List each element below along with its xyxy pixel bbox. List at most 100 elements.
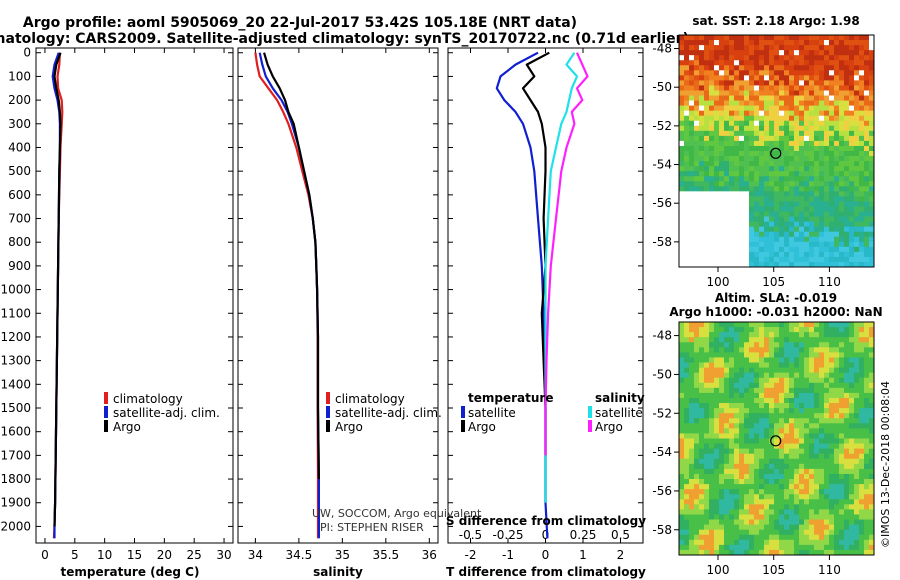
map-cell bbox=[684, 443, 690, 450]
map-cell bbox=[869, 392, 874, 399]
map-cell bbox=[679, 367, 685, 374]
map-cell bbox=[764, 55, 770, 61]
pressure-tick-label: 1700 bbox=[0, 448, 31, 462]
map-cell bbox=[729, 387, 735, 394]
map-cell bbox=[769, 549, 775, 555]
map-cell bbox=[734, 428, 740, 434]
map-cell bbox=[759, 196, 765, 202]
map-cell bbox=[849, 110, 855, 117]
map-cell bbox=[744, 468, 750, 475]
map-cell bbox=[849, 196, 855, 202]
map-cell bbox=[764, 105, 770, 112]
map-cell bbox=[729, 539, 735, 546]
map-cell bbox=[834, 206, 840, 212]
map-cell bbox=[824, 221, 830, 228]
map-cell bbox=[704, 45, 710, 51]
map-cell bbox=[799, 45, 805, 51]
map-cell bbox=[749, 221, 755, 228]
map-cell bbox=[839, 236, 845, 243]
map-y-tick-label: -48 bbox=[652, 42, 672, 56]
map-cell bbox=[769, 120, 775, 127]
map-cell bbox=[794, 75, 800, 81]
map-cell bbox=[829, 115, 835, 122]
map-cell bbox=[774, 125, 780, 132]
map-cell bbox=[684, 110, 690, 117]
map-cell bbox=[769, 35, 775, 41]
map-cell bbox=[814, 453, 820, 460]
map-cell bbox=[859, 50, 865, 56]
map-cell bbox=[839, 206, 845, 212]
map-cell bbox=[859, 408, 865, 414]
map-cell bbox=[774, 231, 780, 238]
sst-map-cells bbox=[679, 35, 874, 267]
map-cell bbox=[769, 166, 775, 172]
map-cell bbox=[849, 145, 855, 152]
map-cell bbox=[839, 95, 845, 101]
map-cell bbox=[859, 458, 865, 465]
map-cell bbox=[739, 322, 745, 328]
x-tick-label: 35 bbox=[335, 548, 350, 562]
map-cell bbox=[744, 125, 750, 132]
imos-watermark: ©IMOS 13-Dec-2018 00:08:04 bbox=[879, 381, 892, 548]
map-cell bbox=[679, 524, 685, 531]
map-cell bbox=[739, 362, 745, 368]
map-cell bbox=[839, 539, 845, 546]
map-cell bbox=[734, 489, 740, 495]
map-cell bbox=[799, 448, 805, 455]
map-cell bbox=[704, 90, 710, 96]
map-cell bbox=[794, 45, 800, 51]
map-cell bbox=[854, 156, 860, 162]
map-cell bbox=[754, 337, 760, 343]
map-cell bbox=[679, 377, 685, 384]
map-cell bbox=[859, 382, 865, 389]
map-cell bbox=[769, 226, 775, 233]
map-cell bbox=[809, 35, 815, 41]
map-cell bbox=[719, 539, 725, 546]
map-cell bbox=[704, 135, 710, 142]
map-cell bbox=[744, 362, 750, 368]
map-cell bbox=[774, 140, 780, 147]
map-cell bbox=[769, 55, 775, 61]
sla-map-title-2: Argo h1000: -0.031 h2000: NaN bbox=[669, 305, 882, 319]
map-cell bbox=[819, 352, 825, 358]
map-cell bbox=[694, 135, 700, 142]
map-cell bbox=[704, 428, 710, 434]
map-cell bbox=[749, 196, 755, 202]
map-cell bbox=[679, 186, 685, 192]
map-cell bbox=[784, 95, 790, 101]
map-cell bbox=[739, 453, 745, 460]
map-cell bbox=[759, 423, 765, 429]
map-cell bbox=[864, 130, 870, 137]
map-cell bbox=[699, 221, 705, 228]
map-cell bbox=[699, 216, 705, 223]
map-cell bbox=[809, 156, 815, 162]
map-cell bbox=[869, 423, 874, 429]
map-cell bbox=[859, 473, 865, 480]
map-cell bbox=[679, 196, 685, 202]
map-cell bbox=[684, 494, 690, 500]
map-cell bbox=[789, 246, 795, 253]
map-cell bbox=[829, 342, 835, 348]
map-cell bbox=[789, 347, 795, 353]
map-cell bbox=[744, 463, 750, 470]
map-cell bbox=[699, 367, 705, 374]
map-cell bbox=[834, 377, 840, 384]
map-cell bbox=[714, 377, 720, 384]
map-cell bbox=[819, 413, 825, 419]
map-cell bbox=[869, 156, 874, 162]
map-cell bbox=[839, 357, 845, 363]
map-cell bbox=[869, 544, 874, 551]
map-cell bbox=[769, 40, 775, 46]
map-cell bbox=[719, 196, 725, 202]
map-cell bbox=[774, 489, 780, 495]
map-cell bbox=[759, 166, 765, 172]
map-cell bbox=[739, 80, 745, 86]
map-cell bbox=[844, 130, 850, 137]
map-cell bbox=[779, 428, 785, 434]
map-cell bbox=[729, 176, 735, 182]
map-cell bbox=[774, 105, 780, 112]
map-cell bbox=[719, 499, 725, 505]
map-cell bbox=[704, 479, 710, 485]
map-cell bbox=[804, 534, 810, 541]
map-cell bbox=[834, 549, 840, 555]
